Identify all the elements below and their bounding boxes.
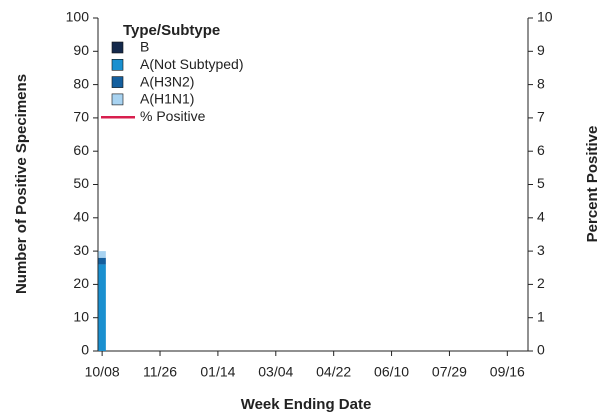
- y-tick-label: 50: [73, 175, 89, 191]
- bar-segment: [98, 257, 106, 265]
- y-tick-label: 30: [73, 242, 89, 258]
- y2-tick-label: 3: [537, 242, 545, 258]
- legend-swatch: [111, 76, 124, 88]
- y-tick-label: 40: [73, 209, 89, 225]
- y2-tick-label: 4: [537, 209, 545, 225]
- y2-tick-label: 1: [537, 308, 545, 324]
- y2-tick-label: 5: [537, 175, 545, 191]
- bar-segment: [98, 264, 106, 351]
- x-tick-label: 11/26: [143, 364, 177, 380]
- x-tick-label: 10/08: [85, 364, 120, 380]
- x-tick-label: 04/22: [316, 364, 351, 380]
- legend-swatch: [111, 93, 124, 106]
- y-tick-label: 20: [73, 275, 89, 291]
- x-tick-label: 09/16: [490, 364, 525, 380]
- y-tick-label: 100: [66, 9, 90, 25]
- y2-tick-label: 0: [537, 342, 545, 358]
- y-tick-label: 0: [81, 342, 89, 358]
- y-tick-label: 10: [73, 308, 89, 324]
- legend-label: A(H3N2): [140, 73, 194, 89]
- legend-label: A(H1N1): [140, 91, 194, 107]
- legend-label: A(Not Subtyped): [140, 56, 244, 72]
- legend-title: Type/Subtype: [123, 22, 220, 39]
- x-tick-label: 01/14: [200, 364, 235, 380]
- legend-label: % Positive: [140, 108, 206, 124]
- y-tick-label: 90: [73, 42, 89, 58]
- y-tick-label: 80: [73, 75, 89, 91]
- y2-tick-label: 8: [537, 75, 545, 91]
- x-tick-label: 03/04: [258, 364, 293, 380]
- y-tick-label: 70: [73, 109, 89, 125]
- y2-tick-label: 9: [537, 42, 545, 58]
- y2-tick-label: 10: [537, 9, 553, 25]
- y-tick-label: 60: [73, 142, 89, 158]
- legend-label: B: [140, 39, 149, 55]
- y2-tick-label: 7: [537, 109, 545, 125]
- y2-tick-label: 6: [537, 142, 545, 158]
- x-tick-label: 07/29: [432, 364, 467, 380]
- bar-segment: [98, 251, 106, 258]
- legend-swatch: [111, 58, 124, 71]
- y-axis-title: Number of Positive Specimens: [13, 74, 30, 294]
- y2-tick-label: 2: [537, 275, 545, 291]
- legend-swatch: [111, 41, 124, 54]
- y2-axis-title: Percent Positive: [584, 126, 601, 243]
- x-tick-label: 06/10: [374, 364, 409, 380]
- x-axis-title: Week Ending Date: [241, 396, 372, 413]
